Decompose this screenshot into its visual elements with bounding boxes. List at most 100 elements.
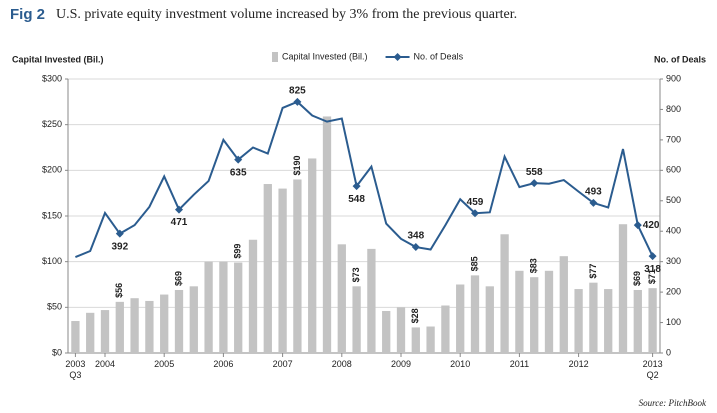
bar [219,261,228,353]
bar-value-label: $69 [173,271,183,286]
deal-marker [115,229,124,238]
y-tick-label: $50 [47,302,62,312]
x-tick-label: 2012 [569,359,589,369]
bar-value-label: $73 [351,267,361,282]
y2-tick-label: 400 [666,226,681,236]
x-tick-label: 2010 [450,359,470,369]
bar-value-label: $69 [632,271,642,286]
y2-tick-label: 100 [666,317,681,327]
y2-tick-label: 300 [666,256,681,266]
legend-label: Capital Invested (Bil.) [282,51,368,61]
bar-value-label: $28 [410,308,420,323]
bar [293,179,302,353]
y2-tick-label: 900 [666,73,681,83]
bar [618,224,628,353]
deal-marker [293,97,302,106]
bar [544,270,554,353]
bar [470,275,480,353]
bar [86,312,95,353]
deal-marker [648,252,657,261]
x-tick-label: 2005 [154,359,174,369]
bar [426,326,435,353]
bar-value-label: $56 [114,283,124,298]
legend-label: No. of Deals [414,51,464,61]
bar [604,289,613,353]
deals-line [75,100,654,259]
bar-value-label: $71 [647,269,657,284]
x-tick-label: 2011 [510,359,529,369]
bar [234,262,243,353]
y-tick-label: $250 [42,119,62,129]
y2-tick-label: 0 [666,347,671,357]
y2-tick-label: 800 [666,104,681,114]
deal-marker [471,209,479,218]
y2-tick-label: 500 [666,195,681,205]
deal-value-label: 635 [230,167,247,178]
bar [411,327,420,353]
y-tick-label: $300 [42,73,62,83]
deal-value-label: 459 [467,197,484,208]
deal-marker [175,205,183,214]
fig-label: Fig 2 [10,6,45,23]
deal-marker [530,179,539,188]
bar [515,270,524,353]
bar [160,294,169,353]
deal-value-label: 420 [643,220,660,231]
x-tick-label: 2004 [95,359,115,369]
bar [204,261,213,353]
y2-tick-label: 600 [666,165,681,175]
bar [130,298,139,353]
bar [248,239,258,353]
y-axis-title: Capital Invested (Bil.) [12,54,104,64]
bar [174,289,184,353]
bar [115,301,124,353]
deal-marker [234,155,243,164]
deal-marker [352,182,361,191]
deal-value-label: 825 [289,85,306,96]
deal-value-label: 392 [111,241,128,252]
bar [278,188,287,353]
deal-value-label: 493 [585,187,602,198]
bar [648,288,657,353]
x-tick-label: 2007 [273,359,293,369]
chart-title: U.S. private equity investment volume in… [56,7,517,22]
y-tick-label: $0 [52,347,62,357]
bar [456,284,465,353]
bar [382,310,391,353]
deal-value-label: 471 [171,217,188,228]
bar-value-label: $83 [529,258,539,273]
y-tick-label: $150 [42,210,62,220]
y2-axis-title: No. of Deals [654,54,706,64]
x-tick-label: 2013 Q2 [643,359,663,380]
bar [589,282,598,353]
bar [485,286,494,353]
bar [308,158,317,353]
y2-tick-label: 200 [666,286,681,296]
y2-tick-label: 700 [666,134,681,144]
deal-value-label: 558 [526,167,543,178]
deal-marker [411,243,420,252]
source-note: Source: PitchBook [639,398,707,408]
bar [189,286,198,353]
x-tick-label: 2008 [332,359,352,369]
deal-value-label: 548 [348,194,365,205]
deal-marker [589,198,598,207]
bar-value-label: $85 [469,256,479,271]
deal-value-label: 348 [407,231,424,242]
bar [633,289,642,353]
bar [441,305,450,353]
bar [337,244,346,353]
bar-value-label: $77 [588,264,598,279]
bar [322,116,332,354]
y-tick-label: $100 [42,256,62,266]
deal-value-label: 318 [644,264,661,275]
x-tick-label: 2009 [391,359,411,369]
bar [263,184,272,353]
bar [559,256,568,353]
legend-swatch [393,53,402,61]
x-tick-label: 2003 Q3 [65,359,85,380]
bar-value-label: $190 [292,155,302,175]
legend-swatch [272,52,278,62]
bar [574,289,583,353]
